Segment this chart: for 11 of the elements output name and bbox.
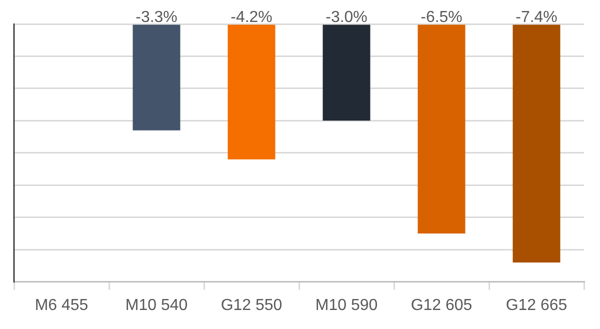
x-tick-label: M6 455 bbox=[34, 296, 88, 314]
data-label: -7.4% bbox=[516, 9, 558, 26]
data-label: -3.3% bbox=[136, 9, 178, 26]
data-label: -3.0% bbox=[326, 9, 368, 26]
x-tick-label: G12 550 bbox=[220, 296, 282, 314]
x-tick-label: G12 605 bbox=[410, 296, 472, 314]
data-label: -4.2% bbox=[230, 9, 272, 26]
x-tick-label: M10 540 bbox=[125, 296, 188, 314]
x-tick-label: M10 590 bbox=[315, 296, 378, 314]
x-tick-label: G12 665 bbox=[506, 296, 568, 314]
data-label: -6.5% bbox=[420, 9, 462, 26]
